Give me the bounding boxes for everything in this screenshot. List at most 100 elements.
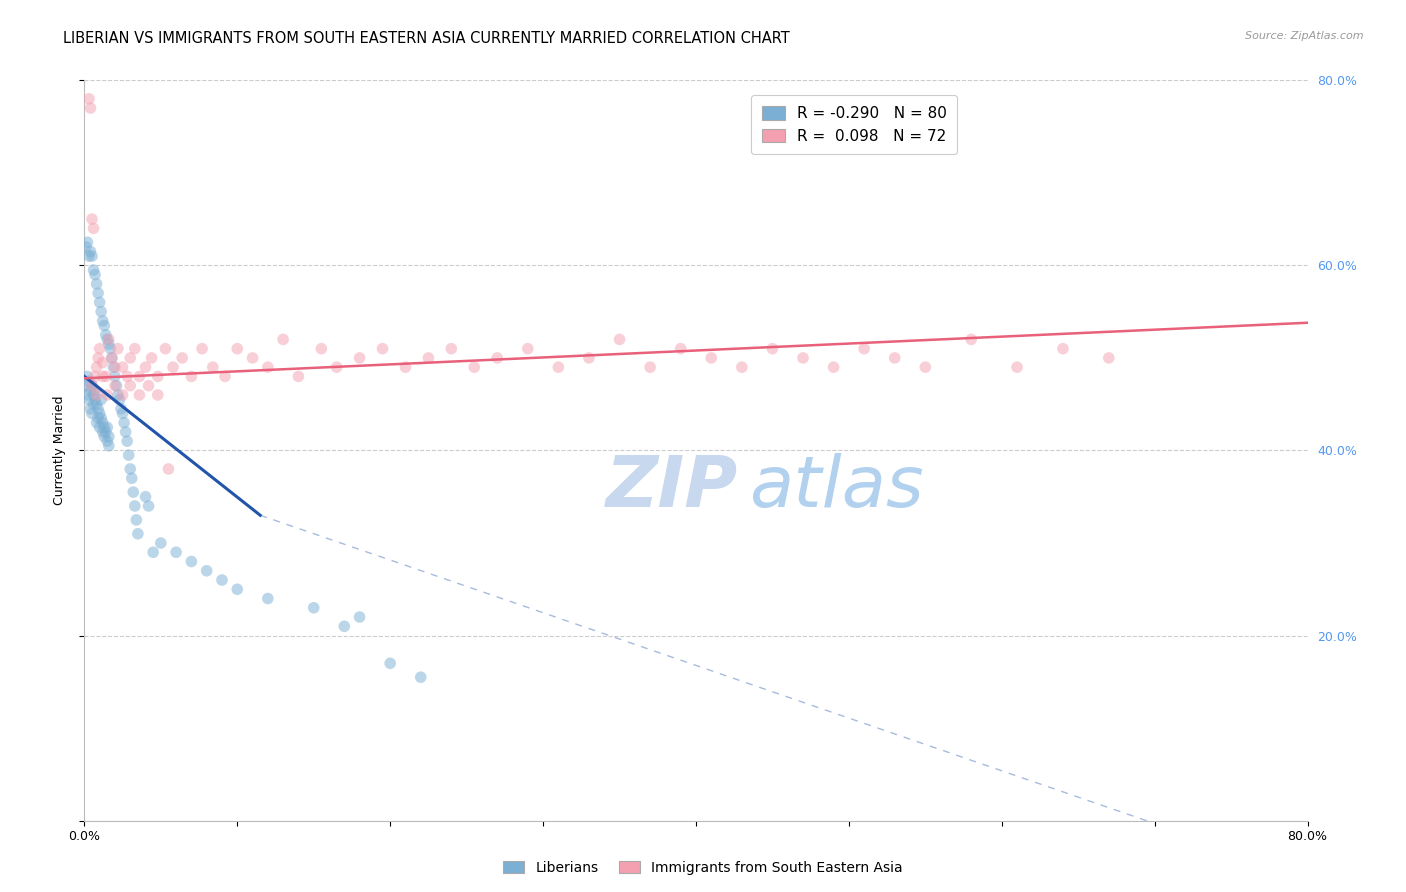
Point bbox=[287, 369, 309, 384]
Point bbox=[79, 384, 101, 398]
Point bbox=[1052, 342, 1074, 356]
Point bbox=[960, 332, 983, 346]
Point bbox=[128, 369, 150, 384]
Point bbox=[91, 416, 114, 430]
Point bbox=[371, 342, 394, 356]
Point bbox=[195, 564, 218, 578]
Point bbox=[242, 351, 264, 365]
Point bbox=[135, 360, 157, 375]
Point bbox=[76, 388, 98, 402]
Point bbox=[84, 392, 107, 407]
Point bbox=[103, 360, 125, 375]
Point bbox=[226, 342, 249, 356]
Point bbox=[609, 332, 631, 346]
Point bbox=[120, 378, 142, 392]
Point bbox=[883, 351, 905, 365]
Point bbox=[162, 360, 184, 375]
Point bbox=[111, 388, 134, 402]
Point bbox=[76, 369, 98, 384]
Point bbox=[418, 351, 440, 365]
Point bbox=[149, 536, 172, 550]
Point bbox=[731, 360, 754, 375]
Point bbox=[84, 268, 107, 282]
Point bbox=[94, 327, 117, 342]
Point bbox=[141, 351, 163, 365]
Point bbox=[89, 420, 111, 434]
Point bbox=[1005, 360, 1028, 375]
Point bbox=[86, 277, 108, 291]
Point bbox=[104, 360, 127, 375]
Point bbox=[77, 92, 100, 106]
Point bbox=[516, 342, 538, 356]
Point bbox=[146, 369, 169, 384]
Point bbox=[96, 434, 118, 449]
Point bbox=[463, 360, 485, 375]
Text: Source: ZipAtlas.com: Source: ZipAtlas.com bbox=[1246, 31, 1364, 41]
Point bbox=[138, 499, 160, 513]
Point bbox=[914, 360, 936, 375]
Point bbox=[104, 378, 127, 392]
Point bbox=[80, 212, 103, 227]
Point bbox=[118, 448, 141, 462]
Point bbox=[90, 304, 112, 318]
Point bbox=[84, 384, 107, 398]
Point bbox=[86, 360, 108, 375]
Point bbox=[83, 263, 105, 277]
Point bbox=[120, 351, 142, 365]
Point bbox=[93, 318, 115, 333]
Point bbox=[325, 360, 347, 375]
Point bbox=[97, 439, 120, 453]
Point bbox=[77, 374, 100, 388]
Point bbox=[83, 397, 105, 411]
Point bbox=[110, 401, 132, 416]
Point bbox=[128, 388, 150, 402]
Point bbox=[394, 360, 416, 375]
Point bbox=[75, 378, 97, 392]
Point bbox=[97, 429, 120, 443]
Point bbox=[120, 462, 142, 476]
Point bbox=[349, 351, 371, 365]
Text: LIBERIAN VS IMMIGRANTS FROM SOUTH EASTERN ASIA CURRENTLY MARRIED CORRELATION CHA: LIBERIAN VS IMMIGRANTS FROM SOUTH EASTER… bbox=[63, 31, 790, 46]
Point bbox=[79, 401, 101, 416]
Point bbox=[578, 351, 600, 365]
Point bbox=[700, 351, 723, 365]
Point bbox=[84, 369, 107, 384]
Point bbox=[80, 407, 103, 421]
Point bbox=[122, 485, 145, 500]
Point bbox=[87, 411, 110, 425]
Point bbox=[105, 378, 128, 392]
Point bbox=[349, 610, 371, 624]
Point bbox=[302, 600, 325, 615]
Point bbox=[80, 378, 103, 392]
Point bbox=[76, 235, 98, 250]
Point bbox=[83, 221, 105, 235]
Point bbox=[91, 369, 114, 384]
Point bbox=[180, 554, 202, 569]
Point bbox=[172, 351, 194, 365]
Point bbox=[91, 314, 114, 328]
Point bbox=[127, 526, 149, 541]
Point bbox=[124, 342, 146, 356]
Point bbox=[146, 388, 169, 402]
Point bbox=[257, 591, 280, 606]
Point bbox=[853, 342, 876, 356]
Point bbox=[138, 378, 160, 392]
Point bbox=[87, 401, 110, 416]
Point bbox=[80, 378, 103, 392]
Point bbox=[104, 369, 127, 384]
Point bbox=[135, 490, 157, 504]
Point bbox=[669, 342, 692, 356]
Point bbox=[86, 388, 108, 402]
Point bbox=[86, 416, 108, 430]
Y-axis label: Currently Married: Currently Married bbox=[53, 396, 66, 505]
Legend: R = -0.290   N = 80, R =  0.098   N = 72: R = -0.290 N = 80, R = 0.098 N = 72 bbox=[751, 95, 957, 154]
Point bbox=[638, 360, 661, 375]
Point bbox=[79, 101, 101, 115]
Point bbox=[226, 582, 249, 597]
Text: atlas: atlas bbox=[749, 453, 924, 522]
Point bbox=[409, 670, 432, 684]
Point bbox=[115, 434, 138, 449]
Point bbox=[93, 429, 115, 443]
Point bbox=[98, 342, 121, 356]
Point bbox=[91, 355, 114, 369]
